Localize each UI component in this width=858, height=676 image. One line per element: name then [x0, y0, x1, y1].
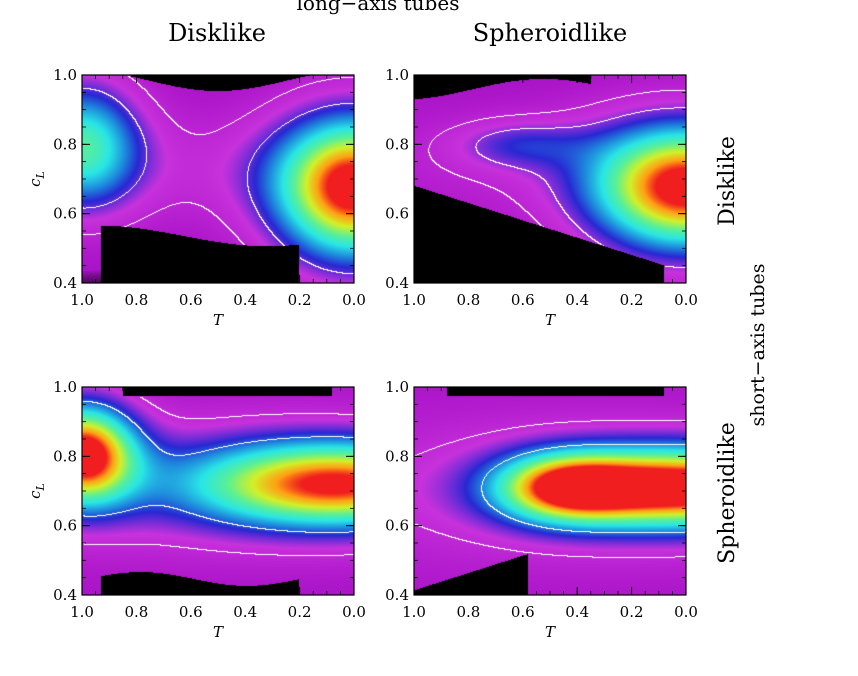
y-tick-label: 0.4 — [53, 274, 77, 292]
y-tick-label: 0.8 — [53, 135, 77, 153]
row-title-spheroidlike: Spheroidlike — [715, 422, 740, 564]
x-tick-label: 0.0 — [342, 603, 366, 621]
y-tick-label: 0.8 — [53, 447, 77, 465]
heatmap-image-4 — [414, 387, 686, 595]
x-tick-label: 0.6 — [179, 291, 203, 309]
y-tick-label: 0.6 — [385, 517, 409, 535]
y-tick-label: 0.4 — [385, 586, 409, 604]
x-tick-label: 0.8 — [456, 291, 480, 309]
y-tick-label: 0.8 — [385, 447, 409, 465]
heatmap-panel-2: 1.0 0.8 0.6 0.4 0.2 0.0 0.4 0.6 0.8 1.0 T — [385, 66, 698, 329]
y-tick-label: 1.0 — [53, 378, 77, 396]
x-tick-label: 0.6 — [179, 603, 203, 621]
x-tick-label: 0.6 — [511, 603, 535, 621]
y-tick-label: 0.4 — [53, 586, 77, 604]
y-tick-label: 0.4 — [385, 274, 409, 292]
x-tick-label: 0.4 — [233, 291, 257, 309]
y-tick-label: 0.6 — [53, 205, 77, 223]
x-tick-label: 0.2 — [620, 603, 644, 621]
x-tick-label: 0.2 — [288, 291, 312, 309]
heatmap-panel-4: 1.0 0.8 0.6 0.4 0.2 0.0 0.4 0.6 0.8 1.0 T — [385, 378, 698, 641]
x-tick-label: 0.4 — [565, 291, 589, 309]
heatmap-panel-1: 1.0 0.8 0.6 0.4 0.2 0.0 0.4 0.6 0.8 1.0 TcL — [26, 66, 366, 329]
x-tick-label: 0.2 — [620, 291, 644, 309]
y-tick-label: 0.8 — [385, 135, 409, 153]
column-title-spheroidlike: Spheroidlike — [473, 19, 628, 47]
x-tick-label: 1.0 — [70, 603, 94, 621]
heatmap-image-1 — [82, 75, 354, 283]
x-tick-label: 1.0 — [70, 291, 94, 309]
y-axis-label: cL — [26, 483, 47, 499]
heatmap-image-2 — [414, 75, 686, 283]
x-tick-label: 0.0 — [674, 603, 698, 621]
x-tick-label: 0.0 — [342, 291, 366, 309]
y-tick-label: 1.0 — [53, 66, 77, 84]
x-axis-label: T — [213, 311, 224, 329]
x-tick-label: 1.0 — [402, 603, 426, 621]
y-tick-label: 1.0 — [385, 378, 409, 396]
x-tick-label: 0.8 — [456, 603, 480, 621]
x-tick-label: 0.4 — [233, 603, 257, 621]
x-tick-label: 0.0 — [674, 291, 698, 309]
row-title-disklike: Disklike — [715, 136, 740, 226]
y-tick-label: 0.6 — [385, 205, 409, 223]
x-tick-label: 1.0 — [402, 291, 426, 309]
x-tick-label: 0.2 — [288, 603, 312, 621]
x-axis-label: T — [213, 623, 224, 641]
figure-top-title: long−axis tubes — [297, 0, 460, 15]
x-tick-label: 0.8 — [124, 291, 148, 309]
right-axis-label: short−axis tubes — [747, 263, 769, 426]
x-axis-label: T — [545, 311, 556, 329]
panels: 1.0 0.8 0.6 0.4 0.2 0.0 0.4 0.6 0.8 1.0 TcL 1.0 0.8 0… — [26, 66, 698, 641]
x-axis-label: T — [545, 623, 556, 641]
heatmap-panel-3: 1.0 0.8 0.6 0.4 0.2 0.0 0.4 0.6 0.8 1.0 TcL — [26, 378, 366, 641]
y-tick-label: 0.6 — [53, 517, 77, 535]
column-title-disklike: Disklike — [168, 19, 266, 47]
y-axis-label: cL — [26, 171, 47, 187]
y-tick-label: 1.0 — [385, 66, 409, 84]
x-tick-label: 0.6 — [511, 291, 535, 309]
x-tick-label: 0.8 — [124, 603, 148, 621]
heatmap-image-3 — [82, 387, 354, 595]
x-tick-label: 0.4 — [565, 603, 589, 621]
